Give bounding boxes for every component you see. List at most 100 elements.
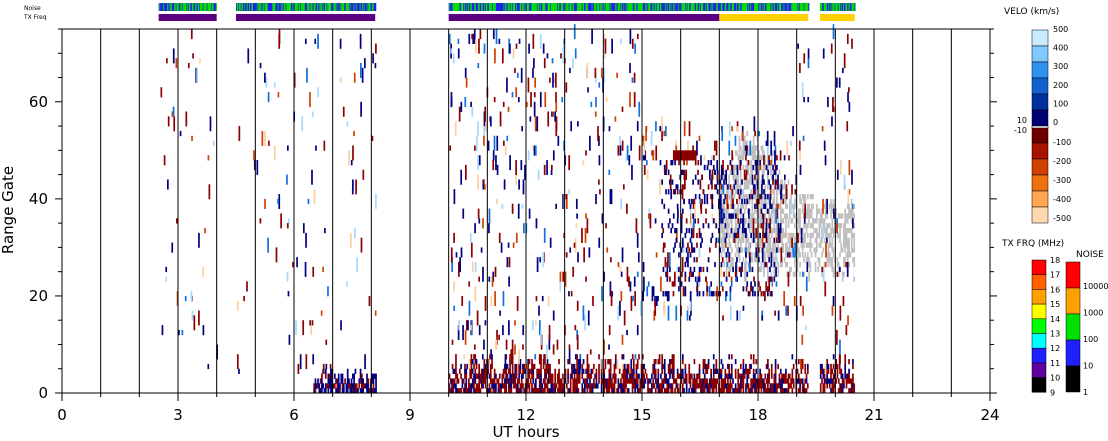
noise-cell [806,3,808,11]
data-cell [556,373,559,379]
data-cell [493,373,496,379]
data-cell [533,92,536,98]
noise-cell [596,3,598,11]
data-cell [763,266,765,273]
data-cell [645,160,648,166]
data-cell [847,194,850,200]
noise-cell [251,3,253,11]
data-cell [751,223,754,229]
data-cell [737,378,740,384]
data-cell [791,189,793,195]
data-cell [465,388,468,394]
data-cell [630,359,633,365]
noise-cell [727,3,729,11]
data-cell [469,373,471,379]
data-cell [348,150,350,156]
noise-row-label: Noise [24,5,41,12]
data-cell [803,96,805,103]
noise-cell [710,3,712,11]
noise-cell [708,3,710,11]
data-cell [501,53,504,59]
data-cell [489,378,492,384]
data-cell [346,121,349,127]
data-cell [638,354,640,360]
data-cell [763,164,765,171]
data-cell [808,218,810,224]
data-cell [832,266,835,273]
data-cell [488,388,491,394]
data-cell [610,291,613,297]
data-cell [747,261,750,268]
noise-cell [165,3,167,11]
data-cell [845,378,848,384]
noise-cell [521,3,523,11]
data-cell [484,363,487,370]
data-cell [544,101,547,108]
data-cell [769,237,772,243]
data-cell [736,276,738,282]
data-cell [832,271,835,277]
data-cell [455,354,457,360]
data-cell [823,140,826,146]
noise-cell [612,3,614,11]
data-cell [662,363,665,370]
data-cell [681,257,684,263]
data-cell [772,247,774,253]
data-cell [478,373,480,379]
noise-cell [694,3,696,11]
data-cell [773,208,776,214]
data-cell [755,208,758,214]
data-cell [688,373,691,379]
data-cell [601,67,603,74]
data-cell [728,373,731,379]
data-cell [587,373,590,379]
data-cell [337,378,340,384]
data-cell [822,227,825,234]
data-cell [584,383,586,389]
data-cell [453,58,455,64]
data-cell [748,223,751,229]
data-cell [311,174,313,180]
noise-cell [731,3,733,11]
data-cell [799,198,801,205]
data-cell [758,194,760,200]
noise-cell [629,3,631,11]
data-cell [733,388,736,394]
data-cell [781,383,783,389]
data-cell [739,247,742,253]
data-cell [779,237,782,243]
noise-cell [747,3,749,11]
data-cell [533,388,536,394]
noise-cell [600,3,602,11]
data-cell [814,266,817,273]
data-cell [196,72,199,78]
data-cell [847,320,849,326]
data-cell [496,198,498,205]
data-cell [653,363,656,370]
data-cell [792,130,794,137]
data-cell [816,242,818,248]
data-cell [696,150,698,156]
data-cell [769,198,771,205]
data-cell [458,388,461,394]
noise-cell [552,3,554,11]
data-cell [572,383,575,389]
data-cell [660,276,662,282]
noise-cell [449,3,451,11]
data-cell [761,242,764,248]
data-cell [830,257,832,263]
noise-cell [188,3,190,11]
data-cell [678,160,680,166]
noise-cell [293,3,295,11]
data-cell [246,281,248,287]
data-cell [745,286,748,292]
data-cell [568,291,570,297]
data-cell [246,286,248,292]
data-cell [765,198,768,205]
data-cell [837,261,840,268]
data-cell [516,295,519,302]
data-cell [831,257,834,263]
data-cell [780,247,783,253]
data-cell [480,378,483,384]
noise-cell [250,3,252,11]
